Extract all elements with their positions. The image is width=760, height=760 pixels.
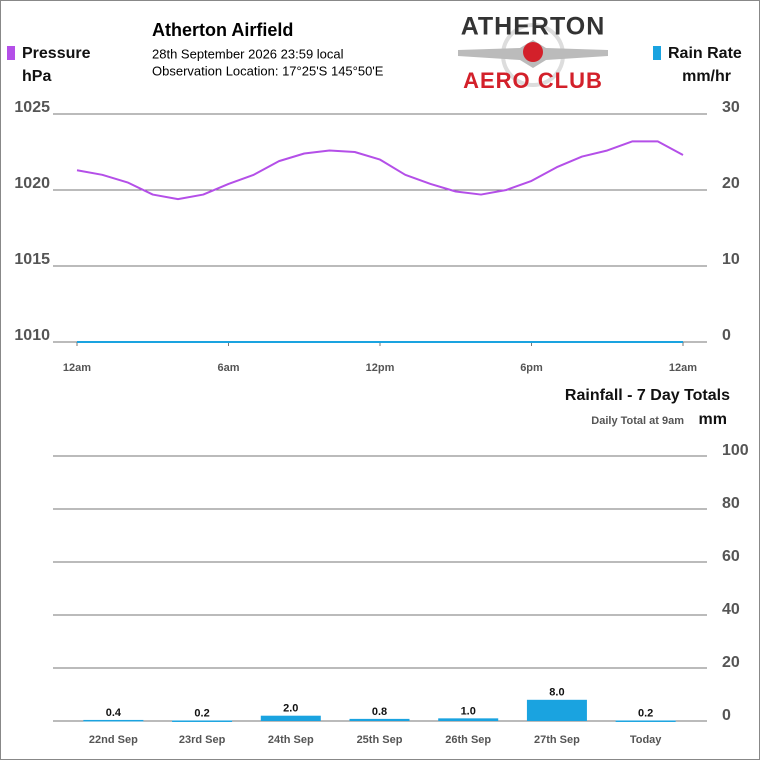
bar bbox=[260, 715, 321, 721]
value-label: 2.0 bbox=[283, 703, 298, 715]
legend-label: Rain Rate bbox=[668, 45, 742, 62]
x-tick-label: 25th Sep bbox=[357, 734, 403, 746]
value-label: 0.8 bbox=[372, 706, 387, 718]
x-tick-label: Today bbox=[630, 734, 662, 746]
y-tick-label: 100 bbox=[722, 442, 749, 459]
y-tick-label: 20 bbox=[722, 654, 740, 671]
x-tick-label: 26th Sep bbox=[445, 734, 491, 746]
chart-subtitle: Daily Total at 9am bbox=[591, 415, 684, 427]
x-tick-label: 23rd Sep bbox=[179, 734, 226, 746]
x-tick-label: 12pm bbox=[366, 362, 395, 374]
legend-swatch bbox=[653, 46, 661, 60]
y-tick-label: 1010 bbox=[14, 327, 50, 344]
value-label: 0.4 bbox=[106, 707, 122, 719]
legend-label: Pressure bbox=[22, 45, 91, 62]
x-tick-label: 24th Sep bbox=[268, 734, 314, 746]
bar bbox=[526, 699, 587, 721]
y-tick-label: 60 bbox=[722, 548, 740, 565]
station-title: Atherton Airfield bbox=[152, 20, 293, 40]
y-tick-label: 80 bbox=[722, 495, 740, 512]
legend-swatch bbox=[7, 46, 15, 60]
data-line bbox=[76, 140, 684, 201]
x-tick-label: 6pm bbox=[520, 362, 543, 374]
date-line: 28th September 2026 23:59 local bbox=[152, 46, 344, 61]
x-tick-label: 12am bbox=[669, 362, 697, 374]
logo-text-bottom: AERO CLUB bbox=[463, 68, 603, 93]
x-tick-label: 12am bbox=[63, 362, 91, 374]
y2-tick-label: 10 bbox=[722, 251, 740, 268]
y2-axis-label: mm/hr bbox=[682, 68, 731, 85]
y-tick-label: 0 bbox=[722, 707, 731, 724]
value-label: 8.0 bbox=[549, 687, 564, 699]
y-tick-label: 1025 bbox=[14, 99, 50, 116]
bar bbox=[349, 718, 410, 721]
chart-title: Rainfall - 7 Day Totals bbox=[565, 387, 730, 404]
y-axis-label: hPa bbox=[22, 68, 51, 85]
bar bbox=[615, 720, 676, 722]
y-tick-label: 1020 bbox=[14, 175, 50, 192]
bar bbox=[172, 720, 233, 722]
bar bbox=[83, 719, 144, 722]
y2-tick-label: 30 bbox=[722, 99, 740, 116]
y2-tick-label: 0 bbox=[722, 327, 731, 344]
value-label: 1.0 bbox=[461, 705, 476, 717]
location-line: Observation Location: 17°25'S 145°50'E bbox=[152, 63, 384, 78]
logo-hub bbox=[523, 42, 543, 62]
logo-text-top: ATHERTON bbox=[461, 13, 606, 41]
bar bbox=[438, 718, 499, 721]
y-tick-label: 40 bbox=[722, 601, 740, 618]
y-tick-label: 1015 bbox=[14, 251, 50, 268]
value-label: 0.2 bbox=[638, 707, 653, 719]
x-tick-label: 22nd Sep bbox=[89, 734, 138, 746]
y2-tick-label: 20 bbox=[722, 175, 740, 192]
y-axis-label: mm bbox=[699, 411, 727, 428]
x-tick-label: 6am bbox=[217, 362, 239, 374]
logo: ATHERTON AERO CLUB bbox=[458, 13, 608, 93]
value-label: 0.2 bbox=[194, 707, 209, 719]
x-tick-label: 27th Sep bbox=[534, 734, 580, 746]
